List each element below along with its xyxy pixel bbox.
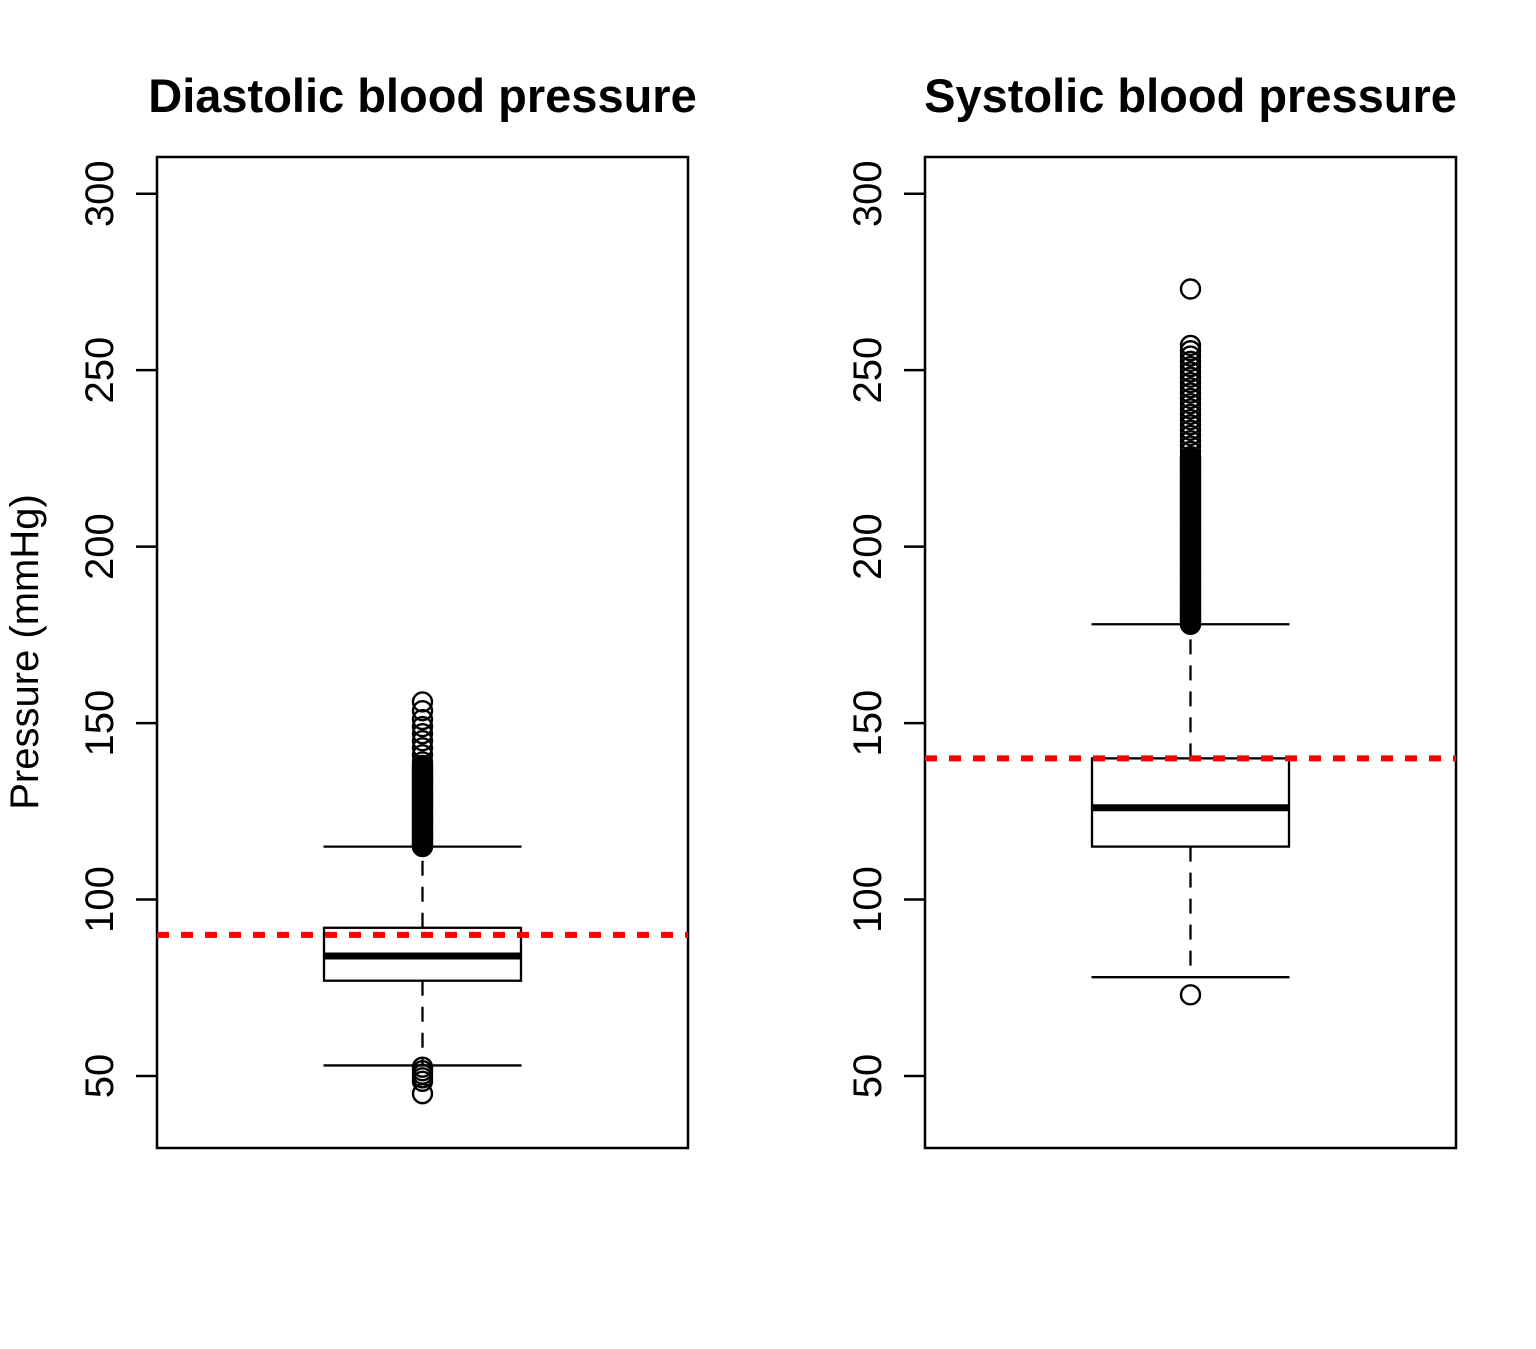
outlier-point [1179, 403, 1202, 425]
outlier-point [411, 1082, 434, 1105]
outlier-point [1179, 371, 1202, 394]
outlier-point [411, 691, 434, 713]
panel-systolic: 50 100 150 200 250 300 [846, 155, 1458, 1150]
y-axis-tick-label: 50 [78, 1054, 122, 1099]
outlier-point [1179, 345, 1202, 367]
plot-frame [155, 155, 690, 1150]
iqr-box [1090, 757, 1291, 848]
y-axis-tick-label: 100 [78, 866, 122, 933]
outlier-point [1179, 361, 1202, 383]
outlier-point [1179, 430, 1202, 452]
outlier-point [1179, 984, 1202, 1006]
y-axis-tick-label: 200 [846, 513, 890, 580]
outlier-point [1179, 278, 1202, 300]
outlier-point [411, 737, 434, 759]
outlier-point [1179, 350, 1202, 373]
outlier-point [1179, 392, 1202, 415]
plot-frame [923, 155, 1458, 1150]
panel-title-systolic: Systolic blood pressure [924, 69, 1457, 122]
y-axis-tick-label: 250 [846, 337, 890, 404]
outlier-point [411, 708, 434, 731]
outlier-point [1179, 387, 1202, 410]
outlier-point [1179, 355, 1202, 378]
y-axis-tick-label: 250 [78, 337, 122, 404]
panel-title-diastolic: Diastolic blood pressure [148, 69, 696, 122]
y-axis-tick-label: 100 [846, 866, 890, 933]
outlier-point [1179, 435, 1202, 457]
outlier-point [411, 700, 434, 722]
outlier-point [411, 722, 434, 745]
outlier-point [1179, 366, 1202, 388]
outlier-point [1179, 377, 1202, 399]
y-axis-tick-label: 150 [78, 690, 122, 757]
outlier-point [411, 751, 434, 773]
y-axis-tick-label: 50 [846, 1054, 890, 1099]
outlier-point [1179, 408, 1202, 431]
outlier-point [411, 715, 434, 738]
y-axis-title: Pressure (mmHg) [3, 494, 47, 810]
panel-diastolic: 50 100 150 200 250 300 [78, 155, 690, 1150]
outlier-point [1179, 440, 1202, 463]
outlier-point [411, 730, 434, 752]
outlier-point [1179, 419, 1202, 441]
outlier-point [1179, 334, 1202, 357]
outlier-point [1179, 340, 1202, 362]
y-axis-tick-label: 300 [78, 160, 122, 227]
y-axis-tick-label: 150 [846, 690, 890, 757]
outlier-point [1179, 424, 1202, 447]
y-axis-tick-label: 200 [78, 513, 122, 580]
outlier-point [1179, 414, 1202, 436]
y-axis-tick-label: 300 [846, 160, 890, 227]
outlier-point [1179, 398, 1202, 420]
outlier-point [411, 1070, 434, 1092]
outlier-point [1179, 445, 1202, 468]
outlier-point [1179, 382, 1202, 404]
outlier-point [411, 744, 434, 766]
